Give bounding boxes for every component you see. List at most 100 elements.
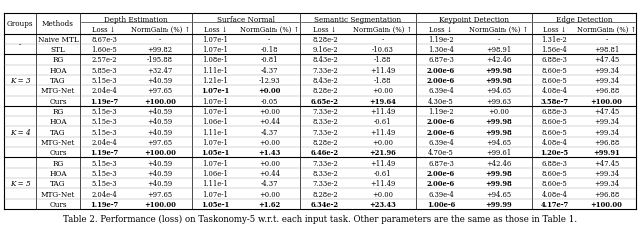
Text: +97.65: +97.65 xyxy=(147,190,173,198)
Text: 1.11e-1: 1.11e-1 xyxy=(202,67,228,74)
Text: -: - xyxy=(159,36,161,44)
Text: +99.34: +99.34 xyxy=(594,128,619,136)
Text: RG: RG xyxy=(52,159,64,167)
Text: -1.88: -1.88 xyxy=(374,77,392,85)
Text: -10.63: -10.63 xyxy=(372,46,394,54)
Text: 1.30e-4: 1.30e-4 xyxy=(428,46,454,54)
Text: +0.00: +0.00 xyxy=(259,159,280,167)
Text: Keypoint Detection: Keypoint Detection xyxy=(439,16,509,24)
Text: 4.30e-5: 4.30e-5 xyxy=(428,97,454,105)
Text: 1.20e-5: 1.20e-5 xyxy=(540,149,568,157)
Text: 6.39e-4: 6.39e-4 xyxy=(428,138,454,146)
Text: 1.07e-1: 1.07e-1 xyxy=(202,46,228,54)
Text: 8.60e-5: 8.60e-5 xyxy=(541,118,567,126)
Text: 6.87e-3: 6.87e-3 xyxy=(428,56,454,64)
Text: +0.00: +0.00 xyxy=(259,190,280,198)
Text: K = 5: K = 5 xyxy=(10,179,30,187)
Text: +99.98: +99.98 xyxy=(486,128,512,136)
Text: MTG-Net: MTG-Net xyxy=(41,138,75,146)
Text: 1.07e-1: 1.07e-1 xyxy=(202,159,228,167)
Text: 6.88e-3: 6.88e-3 xyxy=(541,159,567,167)
Text: -: - xyxy=(382,36,384,44)
Text: -0.81: -0.81 xyxy=(260,56,278,64)
Text: +99.34: +99.34 xyxy=(594,179,619,187)
Text: 1.08e-1: 1.08e-1 xyxy=(202,56,228,64)
Text: 7.33e-2: 7.33e-2 xyxy=(312,67,338,74)
Text: 4.08e-4: 4.08e-4 xyxy=(541,87,567,95)
Text: 1.07e-1: 1.07e-1 xyxy=(202,138,228,146)
Text: +11.49: +11.49 xyxy=(371,128,396,136)
Text: +40.59: +40.59 xyxy=(147,77,173,85)
Text: 6.46e-2: 6.46e-2 xyxy=(311,149,339,157)
Text: 8.43e-2: 8.43e-2 xyxy=(312,77,338,85)
Text: 4.08e-4: 4.08e-4 xyxy=(541,138,567,146)
Text: 4.08e-4: 4.08e-4 xyxy=(541,190,567,198)
Text: -0.61: -0.61 xyxy=(374,118,392,126)
Text: Depth Estimation: Depth Estimation xyxy=(104,16,168,24)
Text: 2.57e-2: 2.57e-2 xyxy=(92,56,117,64)
Text: +96.88: +96.88 xyxy=(594,138,619,146)
Text: RG: RG xyxy=(52,108,64,116)
Text: 6.88e-3: 6.88e-3 xyxy=(541,108,567,116)
Text: 1.19e-7: 1.19e-7 xyxy=(90,97,118,105)
Text: 1.06e-1: 1.06e-1 xyxy=(202,118,228,126)
Text: -195.88: -195.88 xyxy=(147,56,173,64)
Text: 1.11e-1: 1.11e-1 xyxy=(202,128,228,136)
Text: Loss ↓: Loss ↓ xyxy=(543,26,566,34)
Text: +40.59: +40.59 xyxy=(147,108,173,116)
Text: 8.60e-5: 8.60e-5 xyxy=(541,128,567,136)
Text: +99.34: +99.34 xyxy=(594,77,619,85)
Text: +99.98: +99.98 xyxy=(486,77,512,85)
Text: +99.82: +99.82 xyxy=(148,46,173,54)
Text: 5.15e-3: 5.15e-3 xyxy=(92,159,117,167)
Text: 7.33e-2: 7.33e-2 xyxy=(312,128,338,136)
Text: 5.15e-3: 5.15e-3 xyxy=(92,118,117,126)
Text: 2.04e-4: 2.04e-4 xyxy=(92,138,117,146)
Text: +99.91: +99.91 xyxy=(593,149,620,157)
Text: 1.07e-1: 1.07e-1 xyxy=(202,97,228,105)
Text: 1.60e-5: 1.60e-5 xyxy=(92,46,117,54)
Text: 6.88e-3: 6.88e-3 xyxy=(541,56,567,64)
Text: 1.07e-1: 1.07e-1 xyxy=(202,36,228,44)
Text: 2.00e-6: 2.00e-6 xyxy=(427,179,455,187)
Text: +100.00: +100.00 xyxy=(591,97,622,105)
Text: 8.60e-5: 8.60e-5 xyxy=(541,77,567,85)
Text: +47.45: +47.45 xyxy=(594,56,619,64)
Text: +0.00: +0.00 xyxy=(372,138,394,146)
Text: NormGainₗ (%) ↑: NormGainₗ (%) ↑ xyxy=(469,26,529,34)
Text: 8.67e-3: 8.67e-3 xyxy=(91,36,117,44)
Text: Ours: Ours xyxy=(49,149,67,157)
Text: 1.05e-1: 1.05e-1 xyxy=(201,200,229,208)
Text: +11.49: +11.49 xyxy=(371,159,396,167)
Text: 7.33e-2: 7.33e-2 xyxy=(312,179,338,187)
Text: 1.56e-4: 1.56e-4 xyxy=(541,46,567,54)
Text: +98.81: +98.81 xyxy=(594,46,619,54)
Text: -: - xyxy=(498,36,500,44)
Text: 1.07e-1: 1.07e-1 xyxy=(202,108,228,116)
Text: -0.18: -0.18 xyxy=(260,46,278,54)
Text: 6.39e-4: 6.39e-4 xyxy=(428,190,454,198)
Text: +100.00: +100.00 xyxy=(144,97,176,105)
Text: K = 4: K = 4 xyxy=(10,128,30,136)
Text: +42.46: +42.46 xyxy=(486,56,511,64)
Text: 2.00e-6: 2.00e-6 xyxy=(427,169,455,177)
Text: 6.39e-4: 6.39e-4 xyxy=(428,87,454,95)
Text: 1.07e-1: 1.07e-1 xyxy=(202,190,228,198)
Text: +0.00: +0.00 xyxy=(372,190,394,198)
Text: +96.88: +96.88 xyxy=(594,87,619,95)
Text: NormGainₗ (%) ↑: NormGainₗ (%) ↑ xyxy=(239,26,299,34)
Text: 1.19e-7: 1.19e-7 xyxy=(90,149,118,157)
Text: +99.34: +99.34 xyxy=(594,67,619,74)
Text: RG: RG xyxy=(52,56,64,64)
Text: +99.99: +99.99 xyxy=(486,200,512,208)
Text: Table 2. Performance (loss) on Taskonomy-5 w.r.t. each input task. Other paramet: Table 2. Performance (loss) on Taskonomy… xyxy=(63,213,577,223)
Text: +97.65: +97.65 xyxy=(147,138,173,146)
Text: +94.65: +94.65 xyxy=(486,190,511,198)
Text: +47.45: +47.45 xyxy=(594,159,619,167)
Text: +99.34: +99.34 xyxy=(594,118,619,126)
Text: HOA: HOA xyxy=(49,169,67,177)
Text: +99.63: +99.63 xyxy=(486,97,511,105)
Text: 1.06e-1: 1.06e-1 xyxy=(202,169,228,177)
Text: -12.93: -12.93 xyxy=(259,77,280,85)
Text: 2.00e-6: 2.00e-6 xyxy=(427,67,455,74)
